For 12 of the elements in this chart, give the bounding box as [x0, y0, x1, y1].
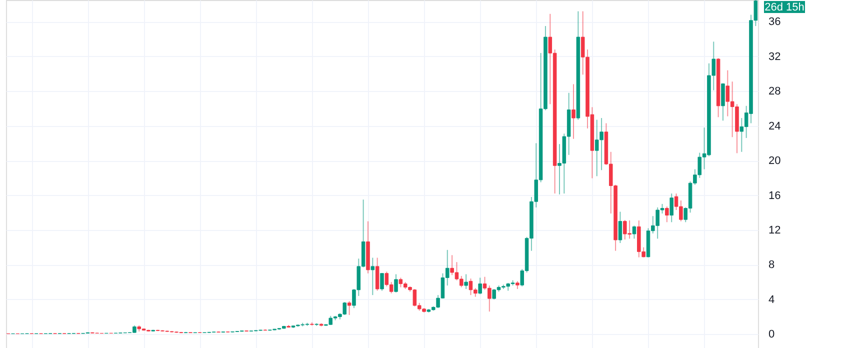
y-tick-label: 20: [768, 155, 781, 168]
y-tick-label: 24: [768, 120, 781, 132]
y-tick-label: 12: [768, 224, 781, 236]
y-tick-label: 28: [768, 86, 781, 98]
y-tick-label: 8: [768, 259, 775, 272]
text: 26d 15h: [764, 2, 804, 14]
y-tick-label: 32: [768, 50, 781, 63]
y-tick-label: 16: [768, 190, 781, 202]
candlestick: [380, 272, 384, 292]
y-tick-label: 36: [768, 16, 781, 28]
y-tick-label: 4: [768, 294, 775, 306]
y-tick-label: 0: [768, 328, 775, 341]
